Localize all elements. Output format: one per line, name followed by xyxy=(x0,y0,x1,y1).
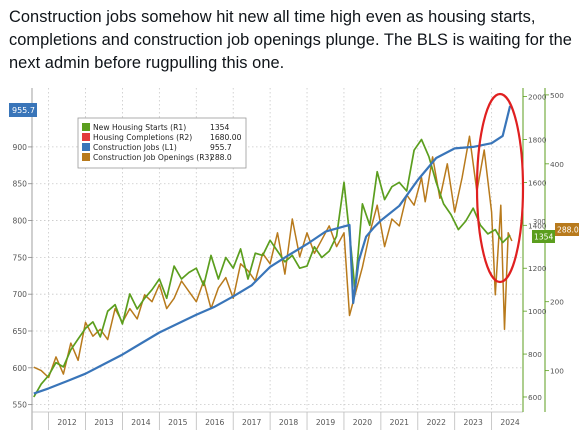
highlight-ellipse xyxy=(475,92,525,284)
x-tick-label-2018: 2018 xyxy=(279,418,298,427)
x-tick-label-2023: 2023 xyxy=(463,418,482,427)
legend-value-jobs: 955.7 xyxy=(210,143,232,152)
jobs-last-value-flag xyxy=(9,103,37,117)
legend-value-completions: 1680.00 xyxy=(210,133,242,142)
legend-swatch-jobs xyxy=(82,143,90,151)
r1-tick-label: 1400 xyxy=(528,221,547,230)
r1-tick-label: 600 xyxy=(528,393,542,402)
legend-label-openings: Construction Job Openings (R3) xyxy=(93,153,212,162)
l1-tick-label: 650 xyxy=(13,327,28,336)
legend-box xyxy=(77,117,247,169)
series-line-r1 xyxy=(33,138,511,398)
series-line-l1 xyxy=(33,105,512,395)
l1-tick-label: 750 xyxy=(13,253,28,262)
legend-label-completions: Housing Completions (R2) xyxy=(93,133,192,142)
series-layer xyxy=(33,105,513,398)
x-tick-label-2013: 2013 xyxy=(94,418,113,427)
chart-svg: 550 600 650 700 750 800 850 900 2012 2013 2014 2015… xyxy=(9,86,579,435)
r3-partial-tick-label: 300 xyxy=(533,218,546,226)
r1-tick-label: 1800 xyxy=(528,135,547,144)
x-tick-label-2020: 2020 xyxy=(353,418,372,427)
r3-tick-label: 500 xyxy=(550,91,564,100)
x-tick-label-2019: 2019 xyxy=(316,418,335,427)
starts-last-value-label: 1354 xyxy=(534,233,553,242)
openings-last-value-flag xyxy=(555,223,579,236)
r1-tick-label: 800 xyxy=(528,350,542,359)
x-tick-label-2017: 2017 xyxy=(242,418,261,427)
r1-tick-label: 2000 xyxy=(528,93,547,102)
r3-tick-label: 100 xyxy=(550,367,564,376)
l1-tick-label: 900 xyxy=(13,143,28,152)
legend-swatch-starts xyxy=(82,123,90,131)
chart: 550 600 650 700 750 800 850 900 2012 2013 2014 2015… xyxy=(9,86,579,435)
legend-swatch-openings xyxy=(82,153,90,161)
x-tick-label-2021: 2021 xyxy=(390,418,409,427)
r1-tick-label: 1600 xyxy=(528,178,547,187)
openings-last-value-label: 288.0 xyxy=(557,226,579,235)
legend-label-jobs: Construction Jobs (L1) xyxy=(93,143,177,152)
r1-tick-label: 1200 xyxy=(528,264,547,273)
last-value-flags: 955.7 300 1354 288.0 xyxy=(9,103,579,243)
legend-swatch-completions xyxy=(82,133,90,141)
legend-label-starts: New Housing Starts (R1) xyxy=(93,123,186,132)
l1-tick-label: 700 xyxy=(13,290,28,299)
l1-tick-label: 850 xyxy=(13,180,28,189)
x-tick-label-2012: 2012 xyxy=(57,418,76,427)
x-tick-label-2016: 2016 xyxy=(205,418,224,427)
r3-tick-label: 400 xyxy=(550,160,564,169)
post-text: Construction jobs somehow hit new all ti… xyxy=(9,8,572,72)
legend-value-openings: 288.0 xyxy=(210,153,232,162)
l1-tick-label: 550 xyxy=(13,401,28,410)
x-tick-label-2014: 2014 xyxy=(131,418,150,427)
axis-layer: 550 600 650 700 750 800 850 900 2012 2013 2014 2015… xyxy=(13,88,564,430)
x-tick-label-2024: 2024 xyxy=(500,418,519,427)
jobs-last-value-label: 955.7 xyxy=(12,106,35,115)
legend: New Housing Starts (R1) 1354 Housing Com… xyxy=(77,117,247,169)
x-tick-label-2015: 2015 xyxy=(168,418,187,427)
legend-value-starts: 1354 xyxy=(210,123,229,132)
starts-last-value-flag xyxy=(532,230,555,243)
r3-tick-label: 200 xyxy=(550,298,564,307)
x-tick-label-2022: 2022 xyxy=(427,418,446,427)
l1-tick-label: 800 xyxy=(13,217,28,226)
r1-tick-label: 1000 xyxy=(528,307,547,316)
l1-tick-label: 600 xyxy=(13,364,28,373)
grid-layer xyxy=(32,88,523,412)
